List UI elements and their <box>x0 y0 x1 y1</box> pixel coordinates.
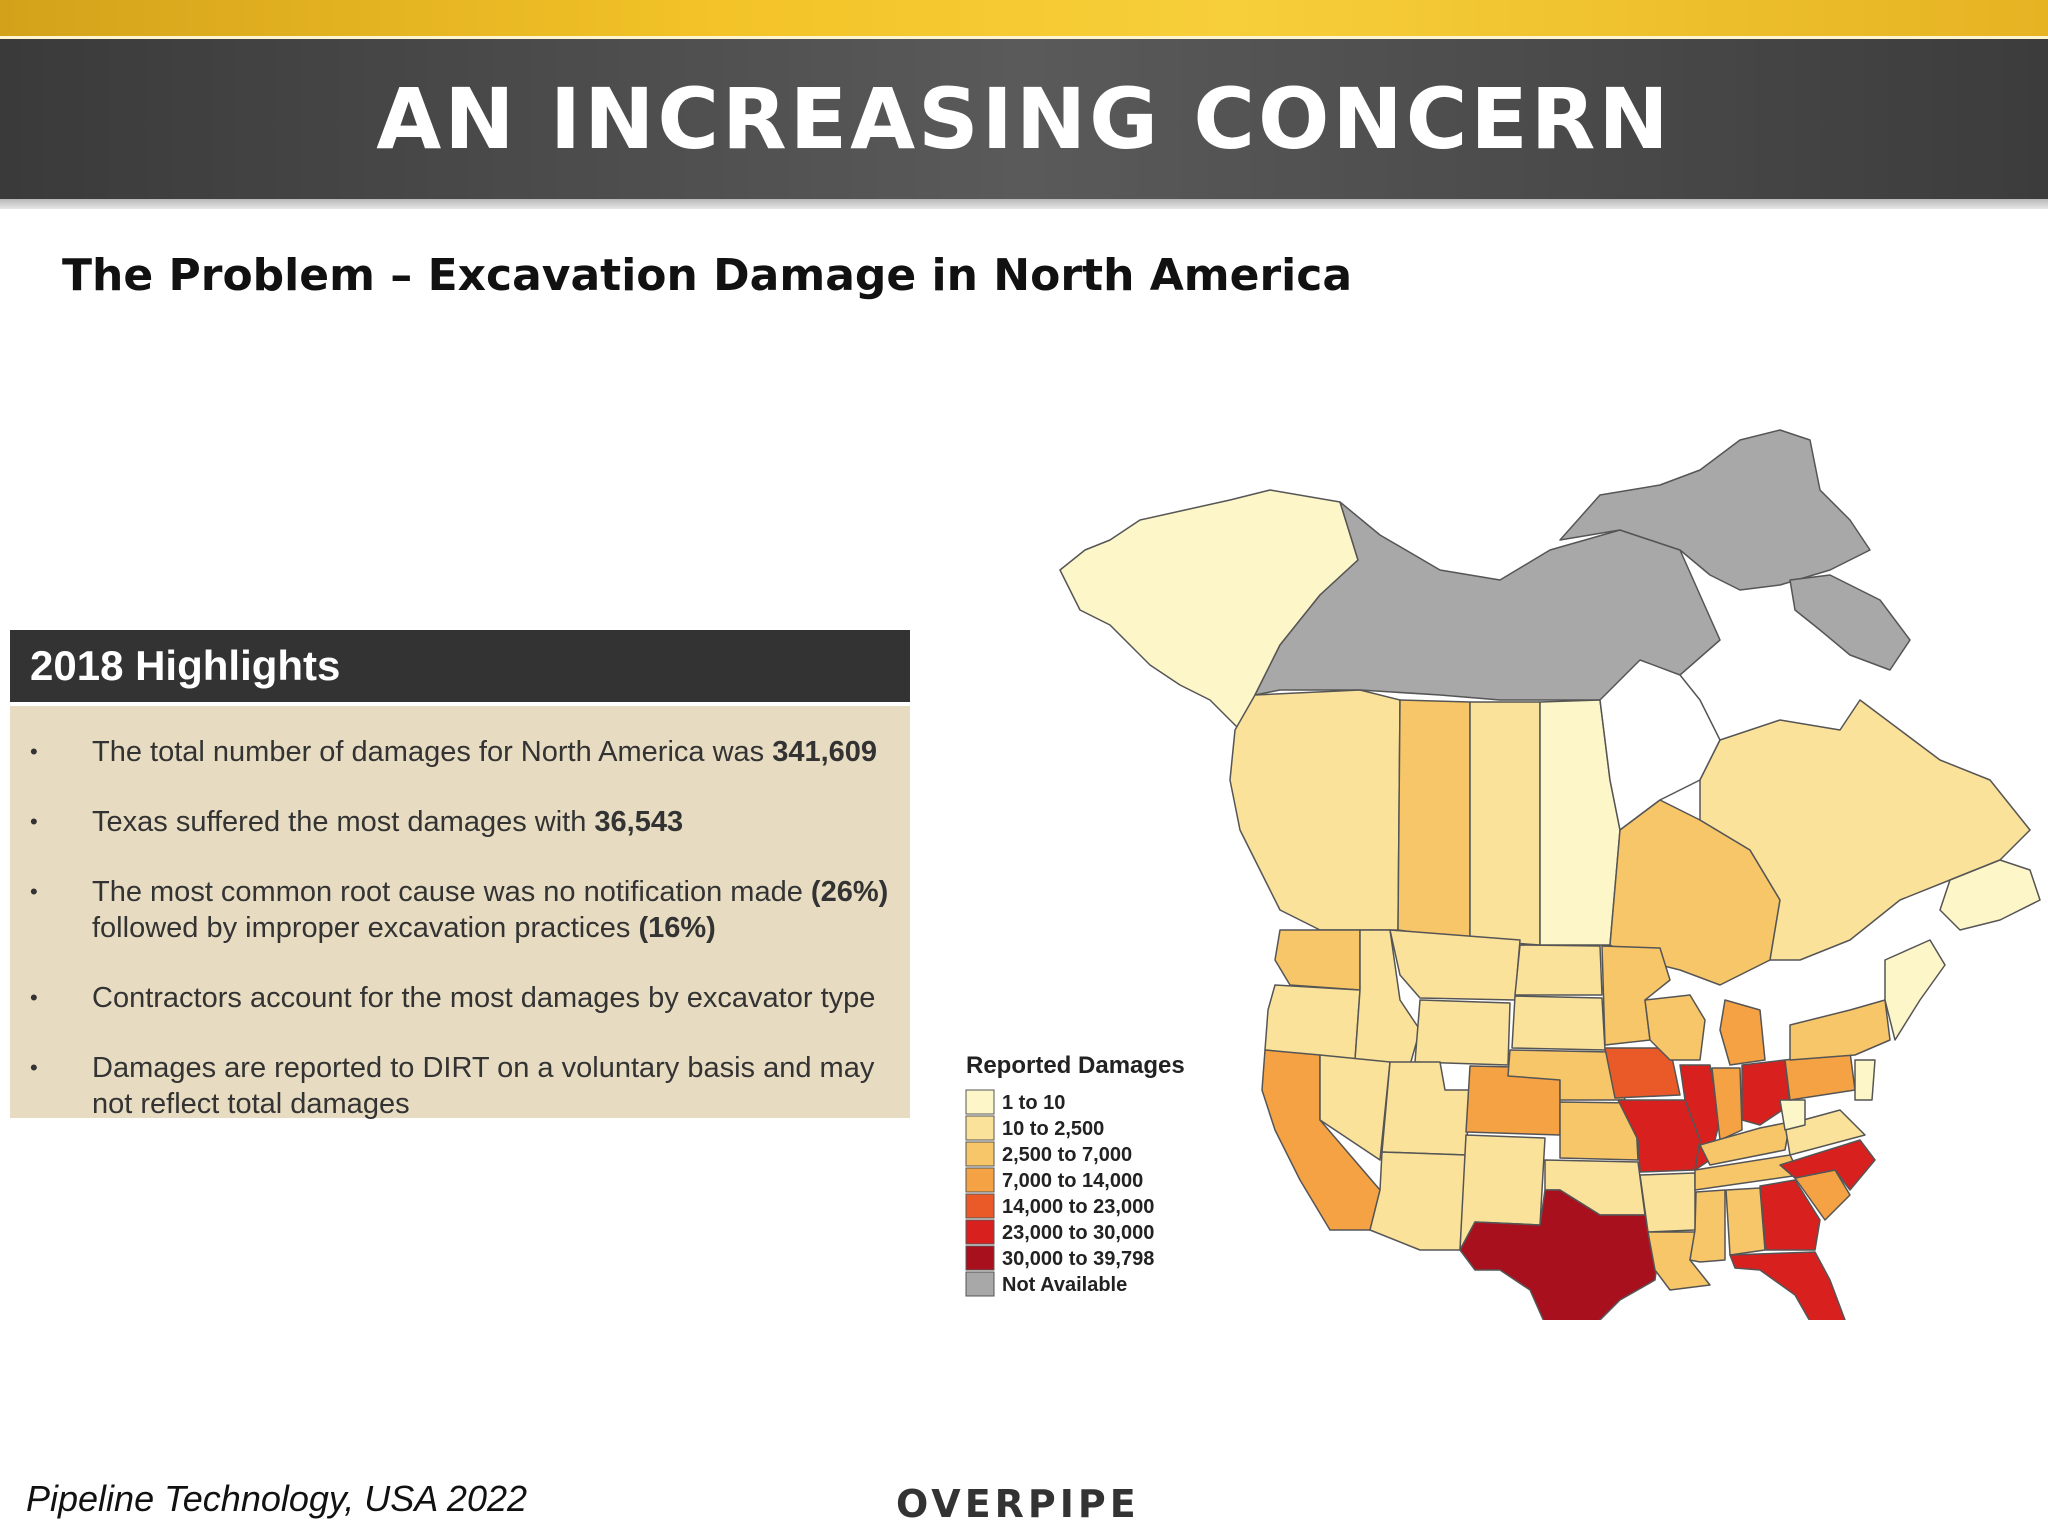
map-legend: Reported Damages 1 to 10 10 to 2,500 2,500… <box>965 1052 1185 1297</box>
bullet-icon: • <box>30 739 38 764</box>
legend-label: Not Available <box>1002 1274 1127 1296</box>
bullet-icon: • <box>30 879 38 904</box>
north-america-damage-map: Reported Damages 1 to 10 10 to 2,500 2,500… <box>965 429 2041 1320</box>
legend-label: 30,000 to 39,798 <box>1002 1248 1154 1270</box>
legend-swatch <box>965 1115 995 1141</box>
state-mississippi <box>1689 1189 1726 1263</box>
state-oregon <box>1264 984 1361 1061</box>
state-indiana <box>1711 1067 1743 1141</box>
source-citation: Pipeline Technology, USA 2022 <box>26 1478 528 1519</box>
bullet-icon: • <box>30 1055 38 1080</box>
state-arkansas <box>1639 1172 1696 1233</box>
state-ohio <box>1741 1059 1791 1126</box>
title-bar: AN INCREASING CONCERN <box>0 36 2048 209</box>
state-texas <box>1459 1189 1661 1320</box>
bullet-icon: • <box>30 809 38 834</box>
region-atlantic-canada <box>1939 859 2041 931</box>
bullet-icon: • <box>30 985 38 1010</box>
state-nevada <box>1319 1054 1391 1161</box>
region-new-england <box>1884 939 1946 1041</box>
state-new-jersey <box>1854 1059 1876 1101</box>
state-idaho <box>1354 929 1421 1066</box>
slide-title: AN INCREASING CONCERN <box>376 70 1672 168</box>
state-utah <box>1381 1061 1471 1156</box>
region-saskatchewan <box>1469 701 1541 946</box>
highlight-item: • The total number of damages for North … <box>30 736 878 768</box>
legend-label: 2,500 to 7,000 <box>1002 1144 1132 1166</box>
legend-swatch <box>965 1193 995 1219</box>
state-new-york <box>1789 999 1891 1061</box>
state-wyoming <box>1414 999 1511 1066</box>
legend-label: 23,000 to 30,000 <box>1002 1222 1154 1244</box>
legend-swatch <box>965 1141 995 1167</box>
state-florida <box>1729 1251 1846 1320</box>
state-iowa <box>1604 1047 1681 1099</box>
top-accent-strip <box>0 0 2048 36</box>
legend-title: Reported Damages <box>966 1052 1185 1079</box>
highlight-item: • The most common root cause was no noti… <box>30 876 889 944</box>
state-arizona <box>1369 1151 1467 1251</box>
state-wisconsin <box>1644 994 1706 1061</box>
region-alberta <box>1397 699 1471 941</box>
legend-swatch <box>965 1167 995 1193</box>
legend-label: 7,000 to 14,000 <box>1002 1170 1143 1192</box>
state-washington <box>1274 929 1361 991</box>
highlight-item: • Contractors account for the most damag… <box>30 982 876 1014</box>
legend-label: 14,000 to 23,000 <box>1002 1196 1154 1218</box>
state-north-carolina <box>1779 1139 1876 1191</box>
highlight-item: • Texas suffered the most damages with 3… <box>30 806 684 838</box>
state-montana <box>1389 929 1521 1001</box>
region-british-columbia <box>1229 689 1401 931</box>
legend-swatch <box>965 1089 995 1115</box>
state-south-dakota <box>1511 995 1606 1051</box>
state-west-virginia <box>1779 1099 1806 1131</box>
region-baffin <box>1789 574 1911 671</box>
state-georgia <box>1759 1179 1821 1251</box>
legend-swatch <box>965 1219 995 1245</box>
legend-swatch <box>965 1271 995 1297</box>
legend-label: 1 to 10 <box>1002 1092 1065 1114</box>
overpipe-logo: OVERPIPE <box>896 1482 1140 1526</box>
state-alabama <box>1725 1187 1766 1256</box>
state-north-dakota <box>1514 944 1603 996</box>
region-arctic-islands <box>1559 429 1871 591</box>
slide-subtitle: The Problem – Excavation Damage in North… <box>62 250 1353 301</box>
highlight-item: • Damages are reported to DIRT on a volu… <box>30 1052 875 1120</box>
legend-label: 10 to 2,500 <box>1002 1118 1104 1140</box>
state-kansas <box>1559 1101 1639 1161</box>
highlights-panel: • The total number of damages for North … <box>10 706 910 1120</box>
legend-swatch <box>965 1245 995 1271</box>
state-michigan <box>1719 999 1766 1066</box>
highlights-title: 2018 Highlights <box>10 630 910 702</box>
